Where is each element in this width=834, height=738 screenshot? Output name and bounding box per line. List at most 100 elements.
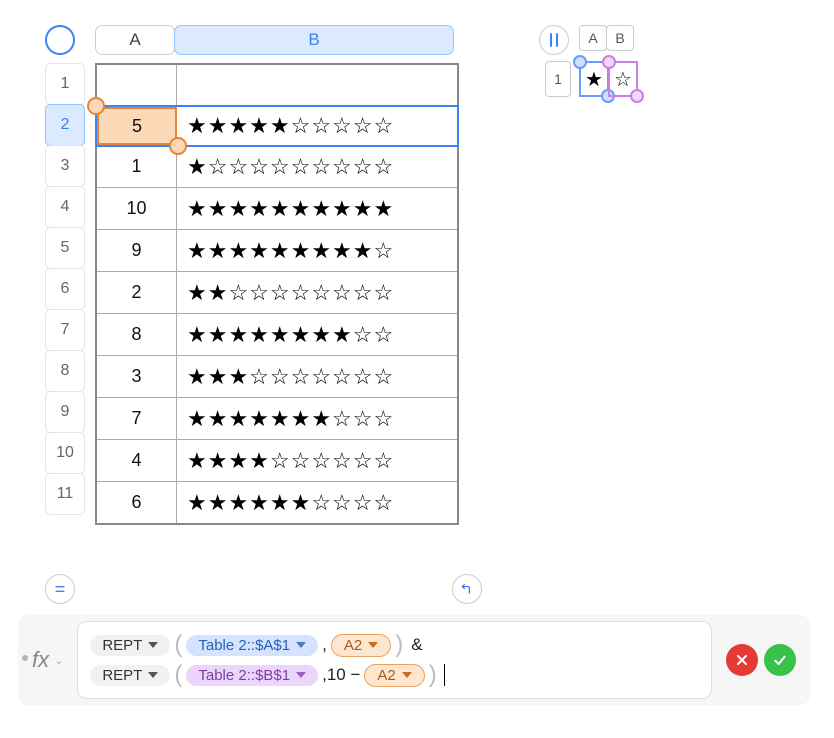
function-token[interactable]: REPT — [90, 665, 170, 686]
fx-label[interactable]: fx ⌄ — [32, 647, 63, 673]
cell-b3[interactable]: ★☆☆☆☆☆☆☆☆☆ — [177, 146, 457, 187]
row-header-10[interactable]: 10 — [45, 432, 85, 474]
main-grid: 1 2 3 4 5 6 7 8 9 10 11 5 ★★★★★☆☆☆☆☆ — [45, 63, 459, 525]
table-row[interactable]: 3 ★★★☆☆☆☆☆☆☆ — [97, 355, 457, 397]
function-token[interactable]: REPT — [90, 635, 170, 656]
formula-editor: fx ⌄ REPT ( Table 2::$A$1 , A2 ) & REPT — [18, 615, 810, 705]
table-row[interactable]: 10 ★★★★★★★★★★ — [97, 187, 457, 229]
worksheet-area: A B 1 2 3 4 5 6 7 8 9 10 11 — [45, 25, 638, 525]
select-all-handle[interactable] — [45, 25, 75, 55]
return-icon — [460, 582, 474, 596]
cell-b4[interactable]: ★★★★★★★★★★ — [177, 188, 457, 229]
close-icon — [734, 652, 750, 668]
chevron-down-icon — [296, 642, 306, 648]
main-column-headers: A B — [95, 25, 459, 55]
cell-b8[interactable]: ★★★☆☆☆☆☆☆☆ — [177, 356, 457, 397]
table-row[interactable]: 6 ★★★★★★☆☆☆☆ — [97, 481, 457, 523]
reference-token-orange[interactable]: A2 — [331, 634, 391, 657]
main-cell-grid: 5 ★★★★★☆☆☆☆☆ 1 ★☆☆☆☆☆☆☆☆☆ 10 ★★★★★★★★★★ … — [95, 63, 459, 525]
reference-label: Table 2::$B$1 — [198, 667, 290, 684]
row-header-2[interactable]: 2 — [45, 104, 85, 146]
row-header-8[interactable]: 8 — [45, 350, 85, 392]
cell-b2[interactable]: ★★★★★☆☆☆☆☆ — [177, 107, 457, 145]
cancel-button[interactable] — [726, 644, 758, 676]
table-row[interactable] — [97, 65, 457, 107]
check-icon — [772, 652, 788, 668]
selection-handle-icon[interactable] — [169, 137, 187, 155]
table-row[interactable]: 7 ★★★★★★★☆☆☆ — [97, 397, 457, 439]
row-header-4[interactable]: 4 — [45, 186, 85, 228]
mini-table-group: A B 1 ★ ☆ — [579, 25, 638, 97]
cell-b11[interactable]: ★★★★★★☆☆☆☆ — [177, 482, 457, 523]
table-row[interactable]: 5 ★★★★★☆☆☆☆☆ — [95, 105, 459, 147]
cell-b6[interactable]: ★★☆☆☆☆☆☆☆☆ — [177, 272, 457, 313]
formula-input[interactable]: REPT ( Table 2::$A$1 , A2 ) & REPT ( — [77, 621, 712, 699]
equals-handle-icon[interactable]: = — [45, 574, 75, 604]
star-outline-icon: ☆ — [614, 67, 632, 92]
table-row[interactable]: 4 ★★★★☆☆☆☆☆☆ — [97, 439, 457, 481]
mini-table-row: 1 ★ ☆ — [545, 61, 638, 97]
row-header-9[interactable]: 9 — [45, 391, 85, 433]
cell-a1[interactable] — [97, 65, 177, 107]
chevron-down-icon — [368, 642, 378, 648]
main-table-group: A B 1 2 3 4 5 6 7 8 9 10 11 — [45, 25, 459, 525]
cell-b7[interactable]: ★★★★★★★★☆☆ — [177, 314, 457, 355]
fx-text: fx — [32, 647, 49, 673]
cell-a2[interactable]: 5 — [97, 107, 177, 145]
open-paren: ( — [174, 633, 182, 657]
row-header-11[interactable]: 11 — [45, 473, 85, 515]
cell-a11[interactable]: 6 — [97, 482, 177, 523]
cell-b9[interactable]: ★★★★★★★☆☆☆ — [177, 398, 457, 439]
chevron-down-icon — [296, 672, 306, 678]
star-filled-icon: ★ — [585, 67, 603, 92]
mini-column-header-b[interactable]: B — [606, 25, 634, 51]
cell-b10[interactable]: ★★★★☆☆☆☆☆☆ — [177, 440, 457, 481]
table-row[interactable]: 8 ★★★★★★★★☆☆ — [97, 313, 457, 355]
selection-handle-icon[interactable] — [630, 89, 644, 103]
newline-handle-icon[interactable] — [452, 574, 482, 604]
cell-a5[interactable]: 9 — [97, 230, 177, 271]
table-row[interactable]: 9 ★★★★★★★★★☆ — [97, 229, 457, 271]
row-header-3[interactable]: 3 — [45, 145, 85, 187]
chevron-down-icon: ⌄ — [54, 654, 63, 667]
accept-button[interactable] — [764, 644, 796, 676]
reference-token-orange[interactable]: A2 — [364, 664, 424, 687]
table-row[interactable]: 2 ★★☆☆☆☆☆☆☆☆ — [97, 271, 457, 313]
selection-handle-icon[interactable] — [602, 55, 616, 69]
chevron-down-icon — [148, 642, 158, 648]
row-header-7[interactable]: 7 — [45, 309, 85, 351]
cell-a7[interactable]: 8 — [97, 314, 177, 355]
cell-b5[interactable]: ★★★★★★★★★☆ — [177, 230, 457, 271]
cell-a4[interactable]: 10 — [97, 188, 177, 229]
mini-column-headers: A B — [579, 25, 638, 51]
row-header-6[interactable]: 6 — [45, 268, 85, 310]
text-cursor-icon — [444, 664, 445, 686]
ten-minus-text: ,10 − — [322, 665, 360, 685]
reference-token-purple[interactable]: Table 2::$B$1 — [186, 665, 318, 686]
mini-column-header-a[interactable]: A — [579, 25, 607, 51]
row-header-5[interactable]: 5 — [45, 227, 85, 269]
comma: , — [322, 635, 327, 655]
column-header-b[interactable]: B — [174, 25, 454, 55]
column-header-a[interactable]: A — [95, 25, 175, 55]
row-headers: 1 2 3 4 5 6 7 8 9 10 11 — [45, 63, 85, 525]
table-row[interactable]: 1 ★☆☆☆☆☆☆☆☆☆ — [97, 145, 457, 187]
open-paren: ( — [174, 663, 182, 687]
row-header-1[interactable]: 1 — [45, 63, 85, 105]
reference-label: Table 2::$A$1 — [198, 637, 290, 654]
cell-b1[interactable] — [177, 65, 457, 107]
mini-cell-b1[interactable]: ☆ — [608, 61, 638, 97]
cell-a6[interactable]: 2 — [97, 272, 177, 313]
reference-token-blue[interactable]: Table 2::$A$1 — [186, 635, 318, 656]
cell-a8[interactable]: 3 — [97, 356, 177, 397]
cell-a10[interactable]: 4 — [97, 440, 177, 481]
cell-a3[interactable]: 1 — [97, 146, 177, 187]
mini-row-header-1[interactable]: 1 — [545, 61, 571, 97]
formula-line-2: REPT ( Table 2::$B$1 ,10 − A2 ) — [90, 663, 699, 687]
table-handle-icon[interactable] — [539, 25, 569, 55]
cell-a9[interactable]: 7 — [97, 398, 177, 439]
selection-handle-icon[interactable] — [87, 97, 105, 115]
close-paren: ) — [429, 663, 437, 687]
chevron-down-icon — [148, 672, 158, 678]
selection-handle-icon[interactable] — [573, 55, 587, 69]
